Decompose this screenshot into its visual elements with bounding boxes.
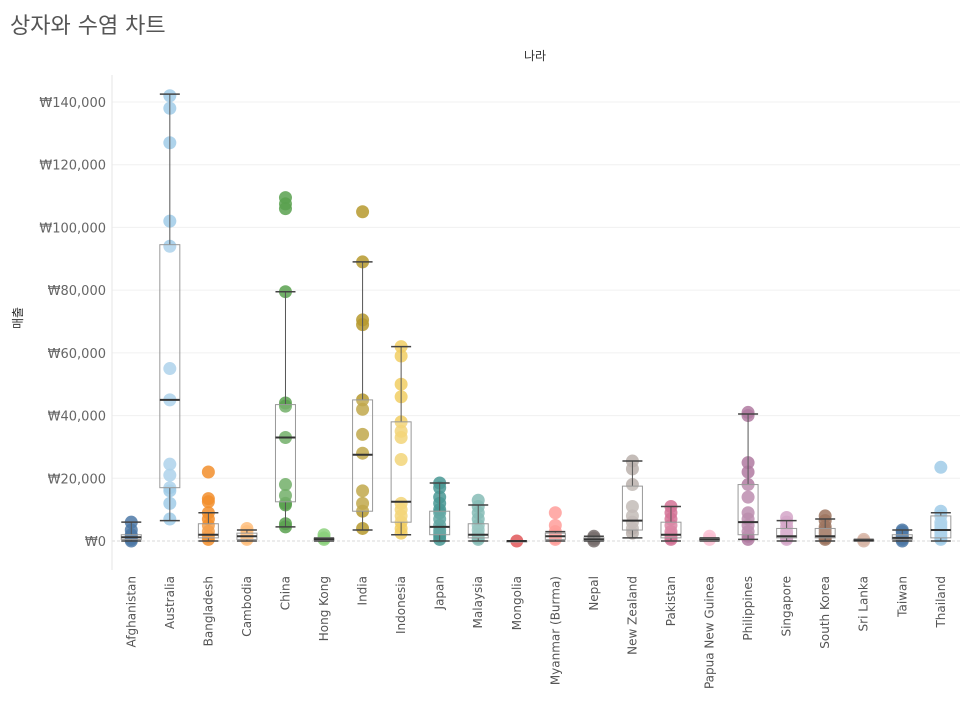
y-tick-label: ₩60,000 xyxy=(48,347,106,362)
chart-marks: Afghanistan Australia Bangladesh Cambodia Ch… xyxy=(120,89,952,689)
category-pakistan: Pakistan xyxy=(660,500,682,626)
category-new-zealand: New Zealand xyxy=(621,454,643,655)
box xyxy=(776,527,798,539)
category-afghanistan: Afghanistan xyxy=(120,515,142,647)
box xyxy=(429,510,451,536)
data-point xyxy=(163,239,177,253)
category-label: New Zealand xyxy=(625,576,639,655)
box xyxy=(814,527,836,539)
box xyxy=(737,484,759,536)
category-bangladesh: Bangladesh xyxy=(197,465,219,646)
y-axis-title: 매출 xyxy=(11,307,25,329)
category-label: Hong Kong xyxy=(317,576,331,641)
gridlines xyxy=(112,101,960,542)
y-axis: ₩0 ₩20,000 ₩40,000 ₩60,000 ₩80,000 ₩100,000 ₩1… xyxy=(39,75,113,570)
category-label: Bangladesh xyxy=(201,576,215,646)
category-label: Japan xyxy=(433,576,447,610)
category-taiwan: Taiwan xyxy=(891,523,913,618)
category-label: Malaysia xyxy=(471,576,485,628)
category-myanmar-burma: Myanmar (Burma) xyxy=(544,506,566,685)
category-mongolia: Mongolia xyxy=(506,534,528,630)
data-point xyxy=(625,500,639,514)
data-point xyxy=(356,205,370,219)
box xyxy=(930,515,952,539)
data-point xyxy=(934,460,948,474)
category-thailand: Thailand xyxy=(930,460,952,629)
category-cambodia: Cambodia xyxy=(236,521,258,637)
data-point xyxy=(201,495,215,509)
data-point xyxy=(741,490,755,504)
column-header: 나라 xyxy=(524,49,546,63)
category-label: Nepal xyxy=(587,576,601,611)
box xyxy=(467,523,489,539)
category-label: Cambodia xyxy=(240,576,254,637)
box xyxy=(390,421,412,523)
category-australia: Australia xyxy=(159,89,181,629)
data-point xyxy=(356,446,370,460)
data-point xyxy=(394,452,408,466)
category-label: Afghanistan xyxy=(124,576,138,647)
category-south-korea: South Korea xyxy=(814,509,836,649)
category-indonesia: Indonesia xyxy=(390,340,412,634)
data-point xyxy=(356,484,370,498)
y-tick-label: ₩100,000 xyxy=(39,221,106,236)
data-point xyxy=(394,431,408,445)
category-papua-new-guinea: Papua New Guinea xyxy=(699,529,721,689)
y-tick-label: ₩20,000 xyxy=(48,472,106,487)
y-tick-label: ₩0 xyxy=(85,535,106,550)
chart-title: 상자와 수염 차트 xyxy=(10,14,166,39)
category-philippines: Philippines xyxy=(737,405,759,641)
category-nepal: Nepal xyxy=(583,529,605,611)
category-malaysia: Malaysia xyxy=(467,493,489,628)
data-point xyxy=(201,465,215,479)
category-label: Philippines xyxy=(741,576,755,641)
category-label: Sri Lanka xyxy=(857,576,871,631)
category-label: Myanmar (Burma) xyxy=(548,576,562,685)
data-point xyxy=(163,362,177,376)
box xyxy=(197,523,219,539)
box xyxy=(159,244,181,489)
category-india: India xyxy=(352,205,374,605)
y-tick-label: ₩140,000 xyxy=(39,96,106,111)
y-tick-label: ₩40,000 xyxy=(48,410,106,425)
category-label: Singapore xyxy=(780,576,794,637)
category-singapore: Singapore xyxy=(776,510,798,637)
data-point xyxy=(278,399,292,413)
category-label: China xyxy=(278,576,292,610)
category-sri-lanka: Sri Lanka xyxy=(853,532,875,631)
data-point xyxy=(278,202,292,216)
data-point xyxy=(356,427,370,441)
y-tick-label: ₩120,000 xyxy=(39,159,106,174)
category-japan: Japan xyxy=(429,476,451,610)
category-label: South Korea xyxy=(818,576,832,649)
category-label: India xyxy=(356,576,370,605)
category-label: Pakistan xyxy=(664,576,678,626)
data-point xyxy=(278,478,292,492)
data-point xyxy=(163,457,177,471)
y-tick-label: ₩80,000 xyxy=(48,284,106,299)
box xyxy=(621,485,643,531)
category-label: Taiwan xyxy=(895,576,909,618)
category-label: Papua New Guinea xyxy=(703,576,717,689)
category-label: Australia xyxy=(163,576,177,629)
category-label: Thailand xyxy=(934,576,948,629)
category-china: China xyxy=(274,191,296,610)
data-point xyxy=(548,506,562,520)
box xyxy=(274,404,296,503)
category-label: Mongolia xyxy=(510,576,524,630)
category-hong-kong: Hong Kong xyxy=(313,528,335,641)
data-point xyxy=(356,402,370,416)
data-point xyxy=(163,468,177,482)
category-label: Indonesia xyxy=(394,576,408,634)
